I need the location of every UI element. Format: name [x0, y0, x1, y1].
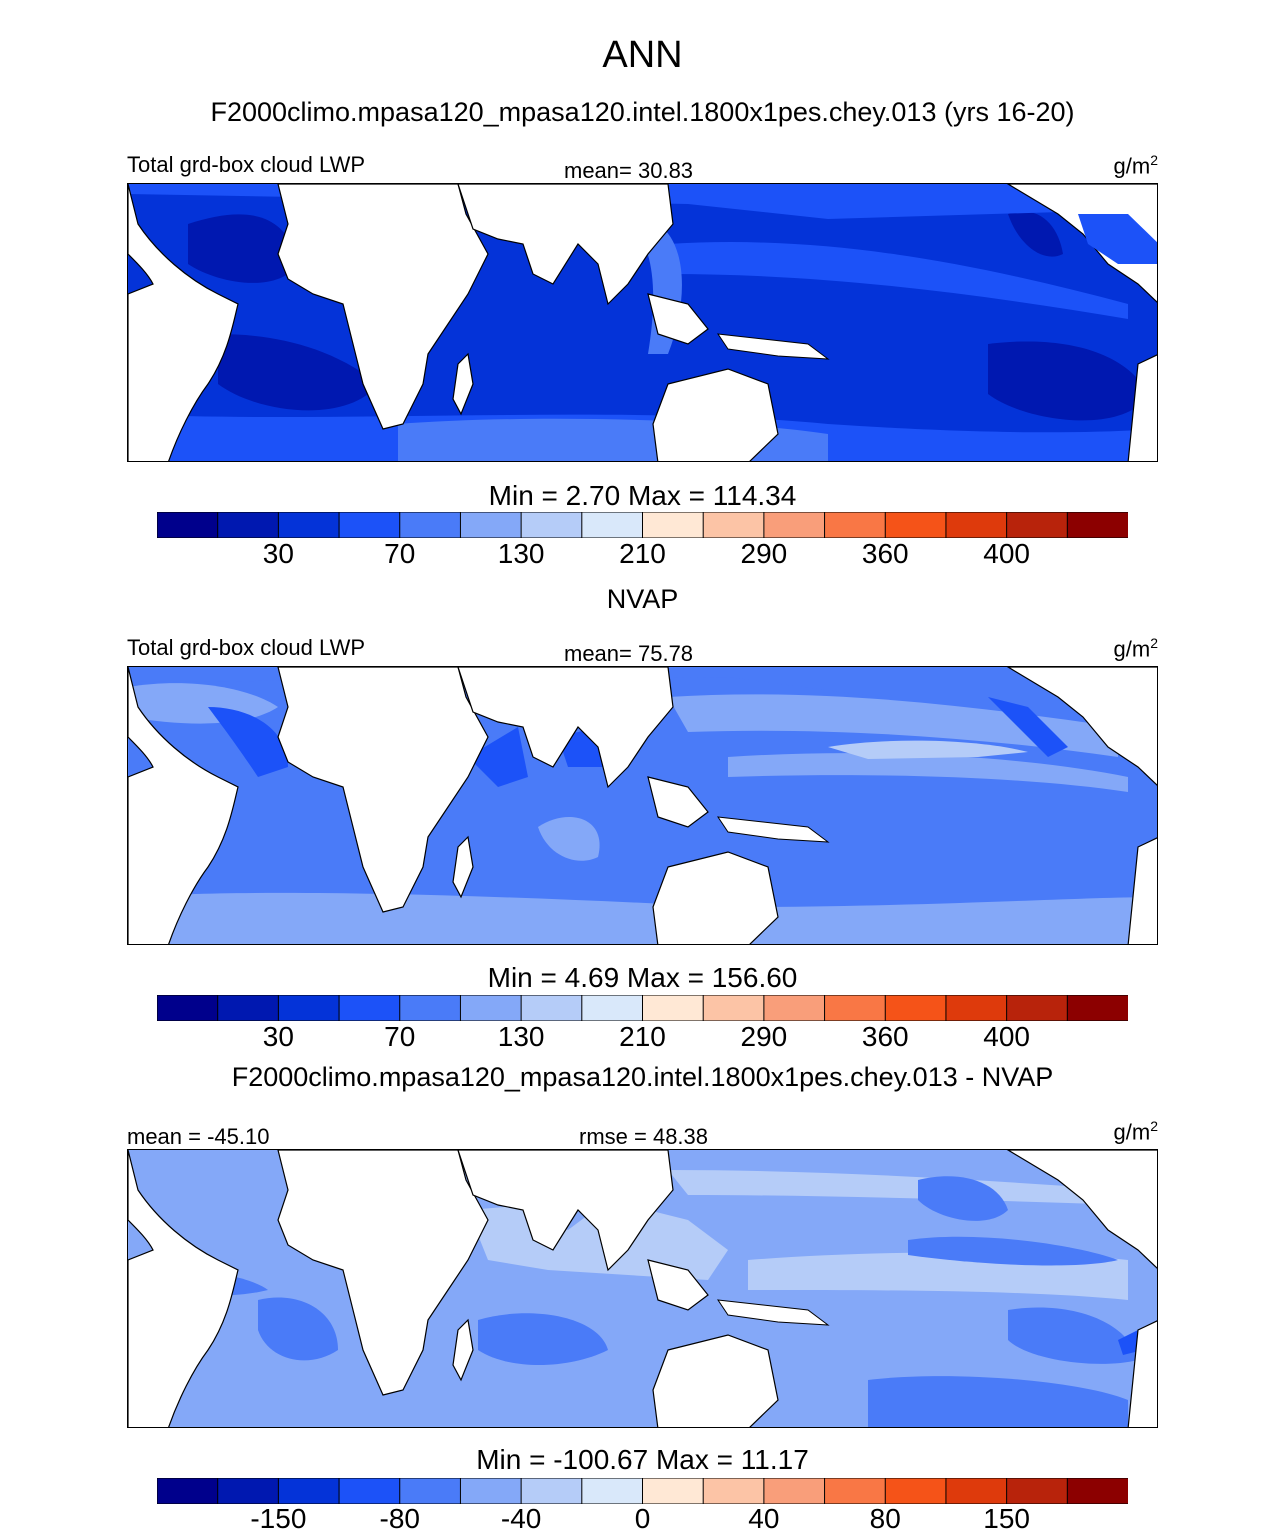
colorbar-swatch — [217, 995, 280, 1021]
colorbar-swatch — [642, 512, 705, 538]
colorbar-swatch — [338, 995, 401, 1021]
panel-2-map — [127, 666, 1158, 945]
colorbar-tick-label: 150 — [983, 1503, 1030, 1534]
colorbar-tick-label: 130 — [497, 538, 545, 569]
colorbar-tick-label: 400 — [983, 538, 1030, 569]
colorbar-swatch — [157, 512, 219, 538]
colorbar-swatch — [702, 1478, 765, 1504]
panel-2-left-label: Total grd-box cloud LWP — [127, 635, 366, 660]
contour-map-icon — [128, 1150, 1157, 1427]
colorbar-tick-label: 360 — [861, 1021, 909, 1052]
panel-1-minmax: Min = 2.70 Max = 114.34 — [488, 480, 797, 511]
colorbar-tick-label: 210 — [619, 538, 666, 569]
figure-title: ANN — [602, 34, 683, 76]
panel-3-minmax: Min = -100.67 Max = 11.17 — [476, 1444, 809, 1475]
colorbar-swatch — [945, 1478, 1008, 1504]
panel-1-left-label: Total grd-box cloud LWP — [127, 152, 366, 177]
colorbar-swatch — [157, 995, 219, 1021]
panel-3-header: F2000climo.mpasa120_mpasa120.intel.1800x… — [231, 1062, 1054, 1092]
colorbar-swatch — [1066, 512, 1128, 538]
panel-1-map — [127, 183, 1158, 462]
colorbar-swatch — [217, 1478, 280, 1504]
colorbar-swatch — [338, 512, 401, 538]
colorbar-tick-label: 290 — [740, 538, 788, 569]
colorbar-swatch — [702, 995, 765, 1021]
colorbar-tick-label: -40 — [500, 1503, 542, 1534]
panel-3-left-label: mean = -45.10 — [127, 1124, 270, 1149]
panel-1-header: F2000climo.mpasa120_mpasa120.intel.1800x… — [210, 97, 1075, 127]
colorbar-swatch — [1066, 995, 1128, 1021]
contour-map-icon — [128, 184, 1157, 461]
colorbar-swatch — [520, 1478, 583, 1504]
colorbar-tick-label: 0 — [634, 1503, 651, 1534]
panel-3-rmse-label: rmse = 48.38 — [579, 1124, 709, 1149]
panel-1-ticks: 30 70 130 210 290 360 400 — [0, 538, 1285, 574]
colorbar-tick-label: 400 — [983, 1021, 1030, 1052]
colorbar-swatch — [824, 995, 887, 1021]
colorbar-swatch — [945, 995, 1008, 1021]
colorbar-swatch — [1006, 1478, 1069, 1504]
colorbar-swatch — [763, 512, 826, 538]
colorbar-tick-label: 70 — [384, 538, 416, 569]
panel-2-mean-label: mean= 75.78 — [564, 641, 694, 666]
colorbar-tick-label: 360 — [861, 538, 909, 569]
colorbar-swatch — [702, 512, 765, 538]
colorbar-swatch — [459, 512, 523, 538]
colorbar-swatch — [520, 512, 583, 538]
colorbar-swatch — [399, 512, 462, 538]
colorbar-swatch — [884, 995, 947, 1021]
colorbar-swatch — [763, 995, 826, 1021]
colorbar-tick-label: 80 — [869, 1503, 901, 1534]
panel-3-ticks: -150 -80 -40 0 40 80 150 — [0, 1503, 1285, 1539]
panel-2-header: NVAP — [606, 584, 679, 614]
colorbar-swatch — [642, 1478, 705, 1504]
colorbar-tick-label: 70 — [384, 1021, 416, 1052]
colorbar-swatch — [581, 995, 644, 1021]
colorbar-swatch — [459, 995, 523, 1021]
colorbar-swatch — [884, 512, 947, 538]
colorbar-swatch — [581, 1478, 644, 1504]
colorbar-tick-label: 290 — [740, 1021, 788, 1052]
colorbar-swatch — [520, 995, 583, 1021]
panel-2-minmax: Min = 4.69 Max = 156.60 — [487, 962, 798, 993]
colorbar-swatch — [1006, 995, 1069, 1021]
colorbar-tick-label: 130 — [497, 1021, 545, 1052]
panel-2-ticks: 30 70 130 210 290 360 400 — [0, 1021, 1285, 1057]
colorbar-swatch — [277, 1478, 341, 1504]
colorbar-swatch — [277, 995, 341, 1021]
panel-3-colorbar — [157, 1478, 1128, 1504]
panel-2-colorbar — [157, 995, 1128, 1021]
colorbar-tick-label: 210 — [619, 1021, 666, 1052]
colorbar-tick-label: 30 — [262, 1021, 294, 1052]
colorbar-tick-label: 40 — [748, 1503, 780, 1534]
panel-3-map — [127, 1149, 1158, 1428]
colorbar-swatch — [1006, 512, 1069, 538]
colorbar-swatch — [1066, 1478, 1128, 1504]
panel-2-units: g/m2 — [1113, 635, 1158, 662]
panel-1-colorbar — [157, 512, 1128, 538]
contour-map-icon — [128, 667, 1157, 944]
panel-1-mean-label: mean= 30.83 — [564, 158, 694, 183]
colorbar-swatch — [581, 512, 644, 538]
colorbar-tick-label: -150 — [250, 1503, 307, 1534]
colorbar-swatch — [763, 1478, 826, 1504]
panel-3-units: g/m2 — [1113, 1118, 1158, 1145]
colorbar-swatch — [459, 1478, 523, 1504]
colorbar-swatch — [824, 512, 887, 538]
panel-1-units: g/m2 — [1113, 152, 1158, 179]
colorbar-swatch — [399, 1478, 462, 1504]
colorbar-tick-label: 30 — [262, 538, 294, 569]
colorbar-swatch — [642, 995, 705, 1021]
colorbar-swatch — [157, 1478, 219, 1504]
colorbar-swatch — [824, 1478, 887, 1504]
colorbar-swatch — [217, 512, 280, 538]
colorbar-tick-label: -80 — [379, 1503, 420, 1534]
colorbar-swatch — [338, 1478, 401, 1504]
colorbar-swatch — [399, 995, 462, 1021]
colorbar-swatch — [884, 1478, 947, 1504]
colorbar-swatch — [945, 512, 1008, 538]
colorbar-swatch — [277, 512, 341, 538]
